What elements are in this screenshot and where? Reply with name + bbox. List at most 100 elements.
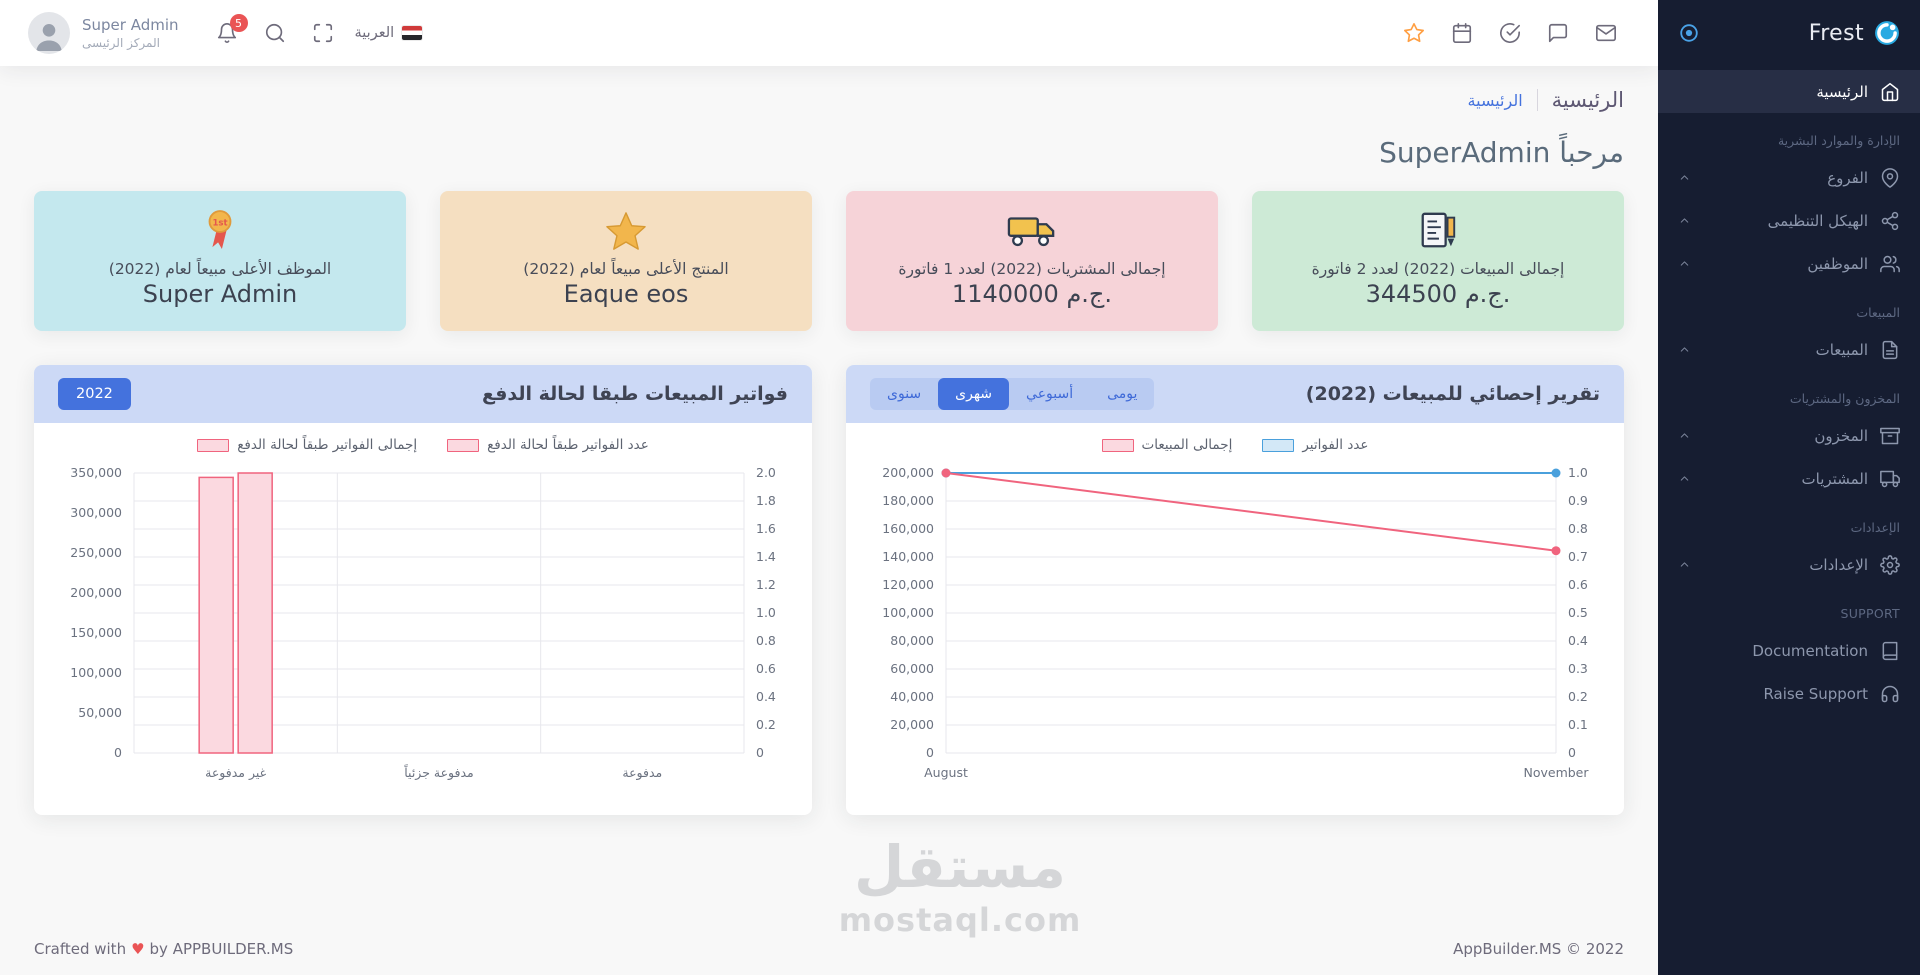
brand-name[interactable]: Frest [1808,20,1864,46]
sidebar-item-raise-support[interactable]: Raise Support [1658,672,1920,715]
chat-button[interactable] [1547,22,1569,44]
legend-item[interactable]: عدد الفواتير [1262,437,1368,453]
appbuilder-text: by APPBUILDER.MS [149,940,294,958]
toggle-daily[interactable]: يومى [1090,378,1154,410]
invoices-status-panel: فواتير المبيعات طبقا لحالة الدفع 2022 إج… [34,365,812,815]
sidebar-header: Frest [1658,0,1920,66]
svg-text:0.1: 0.1 [1568,717,1588,732]
avatar [28,12,70,54]
svg-text:150,000: 150,000 [70,625,122,640]
search-button[interactable] [264,22,286,44]
card-top-product: المنتج الأعلى مبيعاً لعام (2022) Eaque e… [440,191,812,331]
crafted-text: Crafted with [34,940,127,958]
svg-text:0.6: 0.6 [1568,577,1588,592]
toggle-monthly[interactable]: شهرى [938,378,1010,410]
card-total-sales: إجمالى المبيعات (2022) لعدد 2 فاتورة 344… [1252,191,1624,331]
svg-text:1.4: 1.4 [756,549,776,564]
notification-badge: 5 [229,14,248,32]
sidebar-item-purchases[interactable]: المشتريات [1658,457,1920,500]
sidebar-item-label: الإعدادات [1809,555,1868,574]
svg-text:0: 0 [926,745,934,760]
home-icon [1880,82,1900,102]
svg-text:غير مدفوعة: غير مدفوعة [205,765,266,781]
legend-swatch [447,438,480,452]
chevron-up-icon [1678,429,1691,442]
language-label: العربية [354,25,395,41]
chevron-up-icon [1678,343,1691,356]
svg-text:100,000: 100,000 [70,665,122,680]
sidebar-item-branches[interactable]: الفروع [1658,156,1920,199]
svg-text:0.4: 0.4 [1568,633,1588,648]
invoice-icon [1880,340,1900,360]
legend-swatch [1262,438,1295,452]
sidebar-item-org-structure[interactable]: الهيكل التنظيمى [1658,199,1920,242]
flag-icon [402,26,423,40]
legend-swatch [197,438,230,452]
sidebar-item-inventory[interactable]: المخزون [1658,414,1920,457]
fullscreen-button[interactable] [312,22,334,44]
org-chart-icon [1880,211,1900,231]
legend-item[interactable]: إجمالى المبيعات [1101,437,1232,453]
sidebar-item-settings[interactable]: الإعدادات [1658,543,1920,586]
svg-text:1st: 1st [212,218,227,228]
tasks-button[interactable] [1499,22,1521,44]
medal-icon: 1st [34,205,406,257]
legend-item[interactable]: عدد الفواتير طبقاً لحالة الدفع [447,437,649,453]
card-label: إجمالى المشتريات (2022) لعدد 1 فاتورة [898,260,1166,278]
sidebar: Frest الرئيسية الإدارة والموارد البشرية … [1658,0,1920,975]
svg-text:0.6: 0.6 [756,661,776,676]
chart-legend: إجمالى المبيعات عدد الفواتير [866,437,1604,453]
notifications-button[interactable]: 5 [216,14,248,44]
legend-label: عدد الفواتير [1302,437,1369,453]
invoice-pencil-icon [1252,205,1624,257]
panel-header: تقرير إحصائي للمبيعات (2022) يومى أسبوعي… [846,365,1624,423]
calendar-button[interactable] [1451,22,1473,44]
legend-item[interactable]: إجمالى الفواتير طبقاً لحالة الدفع [197,437,417,453]
card-label: الموظف الأعلى مبيعاً لعام (2022) [108,260,332,278]
bookmark-star-button[interactable] [1403,22,1425,44]
panel-header: فواتير المبيعات طبقا لحالة الدفع 2022 [34,365,812,423]
svg-text:50,000: 50,000 [78,705,122,720]
toggle-weekly[interactable]: أسبوعي [1009,378,1090,410]
svg-text:0.4: 0.4 [756,689,776,704]
users-icon [1880,254,1900,274]
svg-text:0: 0 [756,745,764,760]
card-label: إجمالى المبيعات (2022) لعدد 2 فاتورة [1311,260,1565,278]
mail-button[interactable] [1595,22,1617,44]
svg-text:60,000: 60,000 [890,661,934,676]
sidebar-item-home[interactable]: الرئيسية [1658,70,1920,113]
footer-copyright: AppBuilder.MS © 2022 [1453,940,1624,958]
sidebar-item-label: المخزون [1814,426,1868,445]
toggle-yearly[interactable]: سنوى [870,378,938,410]
svg-text:0: 0 [1568,745,1576,760]
period-toggle-group: يومى أسبوعي شهرى سنوى [870,378,1155,410]
breadcrumb-home-link[interactable]: الرئيسية [1467,90,1523,110]
svg-text:0.2: 0.2 [1568,689,1588,704]
sidebar-item-sales[interactable]: المبيعات [1658,328,1920,371]
sidebar-item-employees[interactable]: الموظفين [1658,242,1920,285]
language-selector[interactable]: العربية [355,25,423,41]
sidebar-collapse-icon[interactable] [1678,22,1700,44]
user-menu[interactable]: Super Admin المركز الرئيسى [28,12,179,54]
user-name: Super Admin [82,16,179,34]
svg-text:300,000: 300,000 [70,505,122,520]
svg-text:مدفوعة جزئياً: مدفوعة جزئياً [404,763,474,781]
svg-text:0.5: 0.5 [1568,605,1588,620]
year-2022-button[interactable]: 2022 [58,378,131,410]
panel-body: إجمالى الفواتير طبقاً لحالة الدفع عدد الف… [34,423,812,815]
svg-text:140,000: 140,000 [882,549,934,564]
svg-text:2.0: 2.0 [756,465,776,480]
sidebar-item-label: المبيعات [1815,340,1868,359]
footer: Crafted with ♥ by APPBUILDER.MS AppBuilder… [34,923,1624,975]
truck-icon [1880,469,1900,489]
svg-text:200,000: 200,000 [70,585,122,600]
svg-text:0.8: 0.8 [756,633,776,648]
svg-text:1.0: 1.0 [756,605,776,620]
sidebar-section-title: SUPPORT [1840,606,1900,621]
svg-text:0.8: 0.8 [1568,521,1588,536]
card-top-employee: 1st الموظف الأعلى مبيعاً لعام (2022) Sup… [34,191,406,331]
svg-text:20,000: 20,000 [890,717,934,732]
svg-text:160,000: 160,000 [882,521,934,536]
sidebar-item-documentation[interactable]: Documentation [1658,629,1920,672]
